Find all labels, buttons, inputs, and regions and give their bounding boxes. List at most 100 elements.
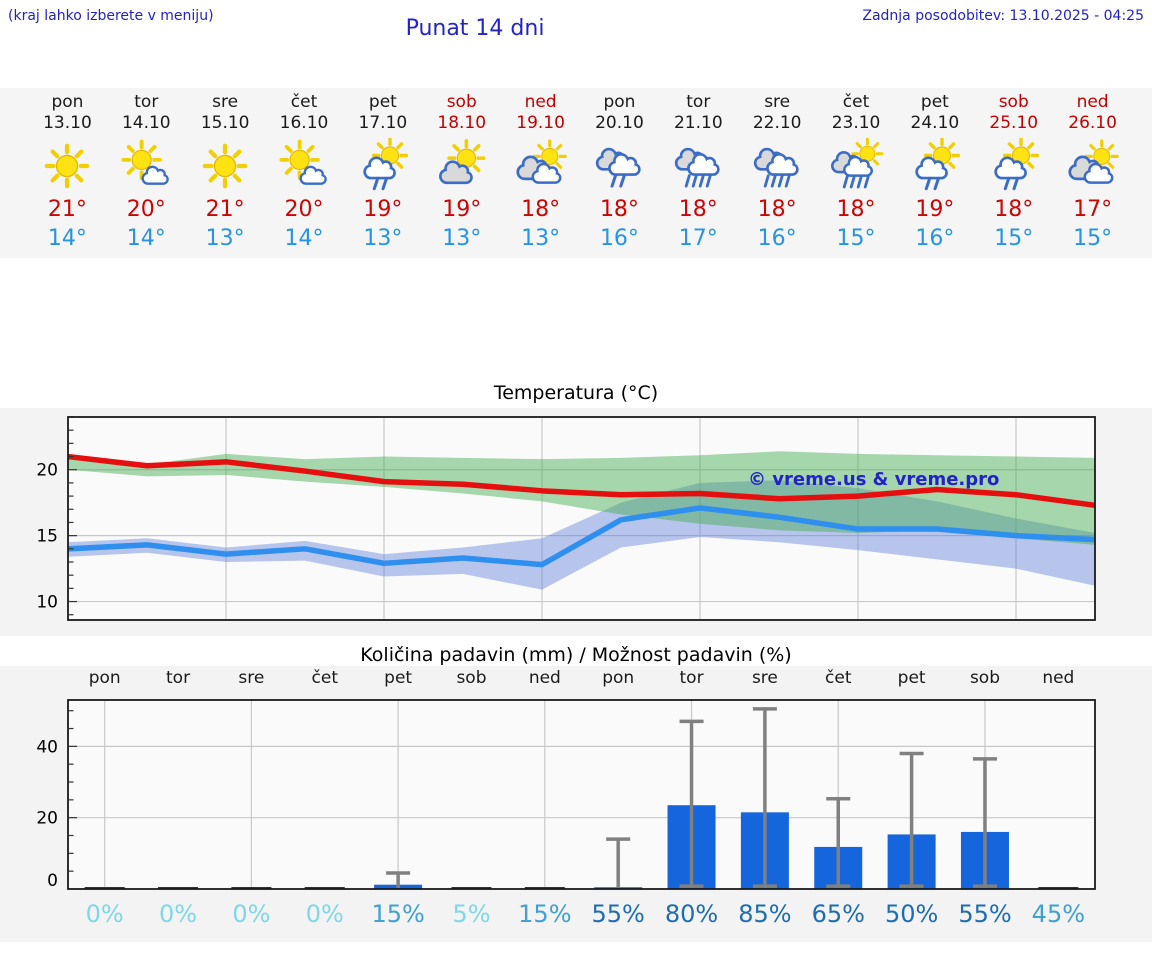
page-title: Punat 14 dni <box>405 16 545 41</box>
tmax-label: 17° <box>1073 197 1113 222</box>
day-date-label: 24.10 <box>910 113 960 133</box>
precip-day-label: čet <box>311 668 338 688</box>
precip-y-tick-label: 0 <box>47 871 58 891</box>
day-date-label: 21.10 <box>673 113 723 133</box>
precipitation-chart: 0 20 40 <box>36 699 1096 891</box>
tmax-label: 19° <box>442 197 482 222</box>
tmax-label: 21° <box>205 197 245 222</box>
precip-y-tick-label: 40 <box>36 737 58 757</box>
tmax-label: 20° <box>284 197 324 222</box>
weather-icon-rain <box>749 138 805 194</box>
weather-icon-sun-rain <box>828 138 884 194</box>
day-name-label: ned <box>524 92 557 112</box>
temperature-chart: © vreme.us & vreme.pro 10 15 20 <box>36 416 1096 621</box>
day-column-5: pet 17.10 19° 13° <box>343 92 422 258</box>
day-name-label: sob <box>446 92 477 112</box>
precipitation-chart-title: Količina padavin (mm) / Možnost padavin … <box>360 644 792 666</box>
day-column-8: pon 20.10 18° 16° <box>580 92 659 258</box>
day-date-label: 26.10 <box>1068 113 1117 133</box>
precip-day-label: pon <box>88 668 121 688</box>
tmax-label: 19° <box>363 197 403 222</box>
tmax-label: 18° <box>757 197 797 222</box>
weather-icon-partly-sunny <box>118 138 174 194</box>
precip-day-label: čet <box>825 668 852 688</box>
weather-icon-mostly-cloudy <box>513 138 569 194</box>
day-name-label: sre <box>212 92 239 112</box>
precip-probability-label: 5% <box>452 900 491 928</box>
temp-y-tick-label: 15 <box>36 527 58 547</box>
weather-icon-sunny <box>197 138 253 194</box>
day-date-label: 15.10 <box>200 113 250 133</box>
weather-icon-rain-showers <box>591 138 647 194</box>
menu-hint-link[interactable]: (kraj lahko izberete v meniju) <box>8 8 214 24</box>
day-name-label: čet <box>842 92 870 112</box>
precip-day-label: tor <box>166 668 191 688</box>
day-name-label: pet <box>920 92 949 112</box>
tmin-label: 17° <box>678 226 718 251</box>
precip-day-label: ned <box>528 668 561 688</box>
precip-probability-label: 55% <box>958 900 1012 928</box>
tmax-label: 18° <box>599 197 639 222</box>
day-name-label: tor <box>134 92 159 112</box>
day-column-13: sob 25.10 18° 15° <box>974 92 1053 258</box>
day-name-label: tor <box>686 92 711 112</box>
tmin-label: 15° <box>836 226 876 251</box>
precip-day-label: pet <box>384 668 413 688</box>
weather-icon-mostly-cloudy <box>1065 138 1121 194</box>
tmax-label: 19° <box>915 197 955 222</box>
day-column-4: čet 16.10 20° 14° <box>265 92 344 258</box>
tmin-label: 16° <box>915 226 955 251</box>
day-column-2: tor 14.10 20° 14° <box>107 92 186 258</box>
tmin-label: 13° <box>442 226 482 251</box>
precip-day-label: pon <box>602 668 635 688</box>
precip-probability-label: 0% <box>232 900 271 928</box>
day-date-label: 23.10 <box>831 113 881 133</box>
day-date-label: 19.10 <box>516 113 565 133</box>
weather-icon-sun-showers <box>907 138 963 194</box>
day-name-label: čet <box>290 92 318 112</box>
temp-y-tick-label: 10 <box>36 593 58 613</box>
precip-probability-label: 0% <box>305 900 344 928</box>
day-date-label: 13.10 <box>43 113 92 133</box>
precip-day-label: ned <box>1042 668 1075 688</box>
tmax-label: 21° <box>47 197 87 222</box>
precip-probability-label: 50% <box>884 900 939 928</box>
tmin-label: 16° <box>757 226 797 251</box>
tmin-label: 15° <box>1073 226 1113 251</box>
temperature-chart-section: © vreme.us & vreme.pro 10 15 20 <box>0 408 1152 636</box>
forecast-days-strip: pon 13.10 21° 14° tor 14.10 20° 14° sre 15.10 21° 1… <box>0 88 1152 258</box>
day-name-label: pon <box>603 92 636 112</box>
weather-icon-sunny <box>39 138 95 194</box>
precip-day-label: tor <box>679 668 704 688</box>
day-name-label: sob <box>998 92 1029 112</box>
day-column-7: ned 19.10 18° 13° <box>501 92 580 258</box>
precipitation-chart-section: pon tor sre čet pet sob ned pon tor sre čet pet sob n… <box>0 666 1152 942</box>
watermark: © vreme.us & vreme.pro <box>748 469 999 490</box>
precip-probability-label: 80% <box>664 900 719 928</box>
precip-probability-label: 0% <box>85 900 124 928</box>
day-date-label: 18.10 <box>437 113 487 133</box>
tmin-label: 14° <box>284 226 324 251</box>
precip-probability-label: 65% <box>811 900 865 928</box>
weather-icon-mostly-sunny <box>434 138 490 194</box>
precip-probability-label: 15% <box>518 900 572 928</box>
day-date-label: 25.10 <box>989 113 1039 133</box>
tmin-label: 13° <box>205 226 245 251</box>
last-update-label: Zadnja posodobitev: 13.10.2025 - 04:25 <box>862 8 1144 24</box>
day-date-label: 22.10 <box>752 113 802 133</box>
tmax-label: 18° <box>678 197 718 222</box>
tmax-label: 20° <box>126 197 166 222</box>
precip-day-label: sre <box>751 668 778 688</box>
precip-probability-label: 0% <box>159 900 198 928</box>
day-name-label: pon <box>51 92 84 112</box>
tmin-label: 13° <box>363 226 403 251</box>
day-name-label: ned <box>1076 92 1109 112</box>
precip-probability-label: 55% <box>591 900 645 928</box>
day-date-label: 17.10 <box>358 113 408 133</box>
precip-day-label: sob <box>456 668 487 688</box>
precip-probability-label: 85% <box>738 900 792 928</box>
weather-icon-sun-showers <box>355 138 411 194</box>
precip-day-label: sob <box>969 668 1001 688</box>
tmin-label: 16° <box>599 226 639 251</box>
precip-day-label: pet <box>897 668 926 688</box>
